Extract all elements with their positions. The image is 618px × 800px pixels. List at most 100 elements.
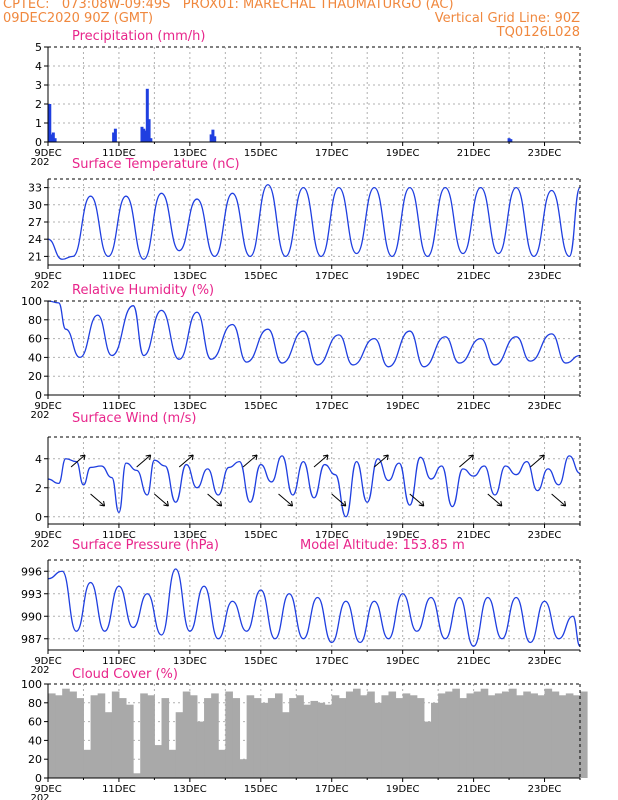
cloud-area-column bbox=[83, 749, 92, 778]
cloud-area-column bbox=[423, 721, 432, 778]
precip-ytick-label: 2 bbox=[35, 98, 42, 111]
temp-ytick-label: 21 bbox=[28, 250, 42, 263]
press-xtick-label: 11DEC bbox=[102, 656, 136, 667]
press-subtitle: Model Altitude: 153.85 m bbox=[300, 538, 465, 553]
wind-vector-arrowhead bbox=[539, 454, 545, 461]
precip-xtick-label: 11DEC bbox=[102, 148, 136, 159]
precip-xtick-label: 13DEC bbox=[173, 148, 207, 159]
wind-vector-arrowhead bbox=[468, 454, 474, 461]
wind-vector-arrow bbox=[70, 454, 86, 468]
wind-vector-arrowhead bbox=[560, 500, 567, 507]
precip-ytick-label: 5 bbox=[35, 41, 42, 54]
wind-xtick-label: 9DEC bbox=[34, 530, 61, 541]
cloud-ytick-label: 60 bbox=[28, 716, 42, 729]
cloud-area-column bbox=[289, 698, 297, 778]
press-xtick-label: 23DEC bbox=[528, 656, 562, 667]
cloud-area-column bbox=[239, 759, 248, 778]
cloud-area-column bbox=[118, 698, 127, 778]
wind-vector-arrow bbox=[331, 493, 347, 507]
wind-vector-arrow bbox=[409, 493, 425, 507]
cloud-area-column bbox=[246, 695, 255, 778]
cloud-title: Cloud Cover (%) bbox=[72, 667, 178, 682]
cloud-xtick-label: 21DEC bbox=[457, 784, 491, 795]
press-xtick-label: 17DEC bbox=[315, 656, 349, 667]
temp-xtick-label: 23DEC bbox=[528, 271, 562, 282]
cloud-area-column bbox=[260, 702, 269, 778]
cloud-area-column bbox=[331, 695, 340, 778]
temp-xtick-label: 11DEC bbox=[102, 271, 136, 282]
wind-vector-arrowhead bbox=[99, 500, 106, 507]
cloud-ytick-label: 0 bbox=[35, 772, 42, 785]
rh-ytick-label: 20 bbox=[28, 370, 42, 383]
cloud-area-column bbox=[76, 698, 84, 778]
cloud-area-column bbox=[111, 691, 120, 778]
cloud-area-column bbox=[523, 691, 531, 778]
cloud-xtick-label: 11DEC bbox=[102, 784, 136, 795]
cloud-xtick-label: 19DEC bbox=[386, 784, 420, 795]
cloud-area-column bbox=[218, 749, 226, 778]
rh-xtick-label: 21DEC bbox=[457, 401, 491, 412]
cloud-area-column bbox=[509, 688, 517, 778]
wind-vector-arrowhead bbox=[188, 454, 194, 461]
cloud-area-column bbox=[55, 695, 63, 778]
wind-vector-arrow bbox=[487, 493, 503, 507]
cloud-area-column bbox=[345, 691, 354, 778]
precip-bar bbox=[147, 119, 151, 142]
precip-bar bbox=[142, 128, 146, 142]
wind-xtick-label: 19DEC bbox=[386, 530, 420, 541]
cloud-area-column bbox=[572, 695, 581, 778]
precip-bar bbox=[507, 138, 511, 142]
cloud-area-column bbox=[282, 712, 290, 778]
cloud-area-column bbox=[409, 695, 418, 778]
wind-vector-arrowhead bbox=[340, 500, 347, 507]
cloud-area-column bbox=[267, 698, 276, 778]
cloud-area-column bbox=[516, 695, 524, 778]
press-xtick-label: 9DEC bbox=[34, 656, 61, 667]
precip-year-label: 202 bbox=[30, 157, 49, 168]
cloud-area-column bbox=[204, 698, 212, 778]
cloud-area-column bbox=[140, 693, 148, 778]
cloud-area-column bbox=[296, 695, 304, 778]
wind-vector-arrow bbox=[551, 493, 566, 507]
wind-vector-arrow bbox=[313, 454, 329, 468]
header-model-id: TQ0126L028 bbox=[496, 25, 580, 40]
wind-vector-arrowhead bbox=[383, 454, 389, 461]
precip-bar bbox=[48, 104, 52, 142]
rh-year-label: 202 bbox=[30, 410, 49, 421]
wind-vector-arrowhead bbox=[322, 454, 329, 461]
cloud-area-column bbox=[381, 695, 389, 778]
press-title: Surface Pressure (hPa) bbox=[72, 538, 219, 553]
cloud-area-column bbox=[324, 704, 333, 778]
temp-xtick-label: 21DEC bbox=[457, 271, 491, 282]
rh-ytick-label: 0 bbox=[35, 389, 42, 402]
cloud-area-column bbox=[487, 695, 496, 778]
cloud-area-column bbox=[501, 691, 510, 778]
precip-title: Precipitation (mm/h) bbox=[72, 29, 205, 44]
cloud-xtick-label: 15DEC bbox=[244, 784, 278, 795]
precip-bar bbox=[140, 126, 144, 142]
cloud-area-column bbox=[544, 688, 553, 778]
precip-xtick-label: 17DEC bbox=[315, 148, 349, 159]
cloud-area-column bbox=[189, 695, 198, 778]
cloud-area-column bbox=[374, 702, 382, 778]
cloud-area-column bbox=[388, 691, 397, 778]
precip-xtick-label: 19DEC bbox=[386, 148, 420, 159]
precip-bar bbox=[112, 132, 116, 142]
press-series-line bbox=[47, 568, 581, 647]
temp-title: Surface Temperature (nC) bbox=[72, 157, 240, 172]
precip-ytick-label: 0 bbox=[35, 136, 42, 149]
wind-vector-arrow bbox=[178, 454, 194, 468]
temp-ytick-label: 27 bbox=[28, 216, 42, 229]
temp-year-label: 202 bbox=[30, 280, 49, 291]
cloud-area-column bbox=[416, 698, 425, 778]
cloud-xtick-label: 9DEC bbox=[34, 784, 61, 795]
cloud-area-column bbox=[182, 691, 191, 778]
temp-xtick-label: 13DEC bbox=[173, 271, 207, 282]
wind-vector-arrowhead bbox=[163, 500, 169, 507]
wind-vector-arrowhead bbox=[79, 454, 86, 461]
cloud-area-column bbox=[480, 688, 489, 778]
precip-bar bbox=[211, 129, 215, 142]
cloud-area-column bbox=[48, 693, 56, 778]
cloud-area-column bbox=[147, 695, 155, 778]
cloud-area-column bbox=[338, 698, 347, 778]
